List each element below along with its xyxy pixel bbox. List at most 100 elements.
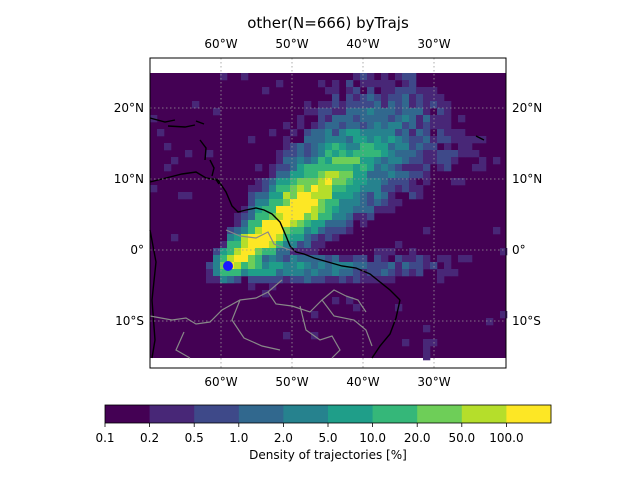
density-cell	[409, 157, 416, 164]
density-cell	[353, 164, 360, 171]
density-cell	[339, 143, 346, 150]
density-cell	[332, 199, 339, 206]
density-cell	[213, 276, 220, 283]
density-cell	[276, 157, 283, 164]
density-cell	[409, 108, 416, 115]
density-cell	[402, 262, 409, 269]
density-cell	[381, 94, 388, 101]
density-cell	[402, 164, 409, 171]
density-cell	[451, 269, 458, 276]
density-cell	[374, 150, 381, 157]
density-cell	[416, 143, 423, 150]
density-cell	[423, 227, 430, 234]
density-cell	[360, 136, 367, 143]
density-cell	[346, 262, 353, 269]
colorbar-tick-label: 5.0	[318, 431, 337, 445]
density-cell	[248, 192, 255, 199]
density-cell	[311, 185, 318, 192]
density-cell	[276, 262, 283, 269]
density-cell	[395, 94, 402, 101]
density-cell	[402, 157, 409, 164]
density-cell	[276, 185, 283, 192]
density-cell	[297, 276, 304, 283]
density-cell	[353, 101, 360, 108]
density-cell	[311, 171, 318, 178]
density-cell	[283, 262, 290, 269]
density-cell	[381, 199, 388, 206]
density-cell	[367, 73, 374, 80]
density-cell	[318, 129, 325, 136]
density-cell	[318, 269, 325, 276]
density-cell	[325, 171, 332, 178]
density-cell	[283, 276, 290, 283]
lon-tick-bottom-30w: 30°W	[417, 375, 450, 389]
density-cell	[388, 206, 395, 213]
density-cell	[416, 185, 423, 192]
density-cell	[381, 262, 388, 269]
density-cell	[213, 108, 220, 115]
colorbar-swatch	[194, 405, 239, 423]
density-cell	[353, 171, 360, 178]
density-cell	[353, 150, 360, 157]
density-cell	[339, 108, 346, 115]
origin-marker	[223, 261, 233, 271]
density-cell	[255, 164, 262, 171]
density-cell	[381, 276, 388, 283]
density-cell	[458, 136, 465, 143]
density-cell	[290, 192, 297, 199]
density-cell	[262, 220, 269, 227]
density-cell	[269, 171, 276, 178]
density-cell	[381, 143, 388, 150]
density-cell	[444, 255, 451, 262]
density-cell	[381, 136, 388, 143]
density-cell	[423, 353, 430, 360]
density-cell	[346, 87, 353, 94]
density-cell	[269, 227, 276, 234]
density-cell	[262, 262, 269, 269]
density-cell	[297, 171, 304, 178]
density-cell	[276, 269, 283, 276]
density-cell	[241, 73, 248, 80]
density-cell	[374, 136, 381, 143]
density-cell	[297, 185, 304, 192]
density-cell	[318, 227, 325, 234]
density-cell	[227, 276, 234, 283]
density-cell	[304, 262, 311, 269]
density-cell	[325, 164, 332, 171]
density-cell	[367, 213, 374, 220]
density-cell	[416, 192, 423, 199]
density-cell	[374, 108, 381, 115]
density-cell	[409, 94, 416, 101]
density-cell	[409, 248, 416, 255]
density-cell	[269, 220, 276, 227]
density-cell	[332, 164, 339, 171]
density-cell	[367, 157, 374, 164]
density-cell	[346, 122, 353, 129]
density-cell	[171, 157, 178, 164]
density-cell	[304, 164, 311, 171]
density-cell	[374, 199, 381, 206]
density-cell	[241, 262, 248, 269]
density-cell	[234, 269, 241, 276]
density-cell	[395, 164, 402, 171]
density-cell	[290, 213, 297, 220]
density-cell	[381, 255, 388, 262]
colorbar-tick-label: 50.0	[448, 431, 475, 445]
density-cell	[381, 87, 388, 94]
density-cell	[346, 220, 353, 227]
density-cell	[332, 122, 339, 129]
density-cell	[360, 206, 367, 213]
density-cell	[388, 276, 395, 283]
density-cell	[437, 115, 444, 122]
density-cell	[395, 136, 402, 143]
density-cell	[395, 255, 402, 262]
density-cell	[374, 143, 381, 150]
density-cell	[311, 206, 318, 213]
density-cell	[486, 318, 493, 325]
lon-tick-top-50w: 50°W	[275, 37, 308, 51]
density-cell	[332, 157, 339, 164]
density-cell	[437, 157, 444, 164]
density-cell	[339, 199, 346, 206]
lon-tick-top-40w: 40°W	[346, 37, 379, 51]
density-cell	[255, 262, 262, 269]
